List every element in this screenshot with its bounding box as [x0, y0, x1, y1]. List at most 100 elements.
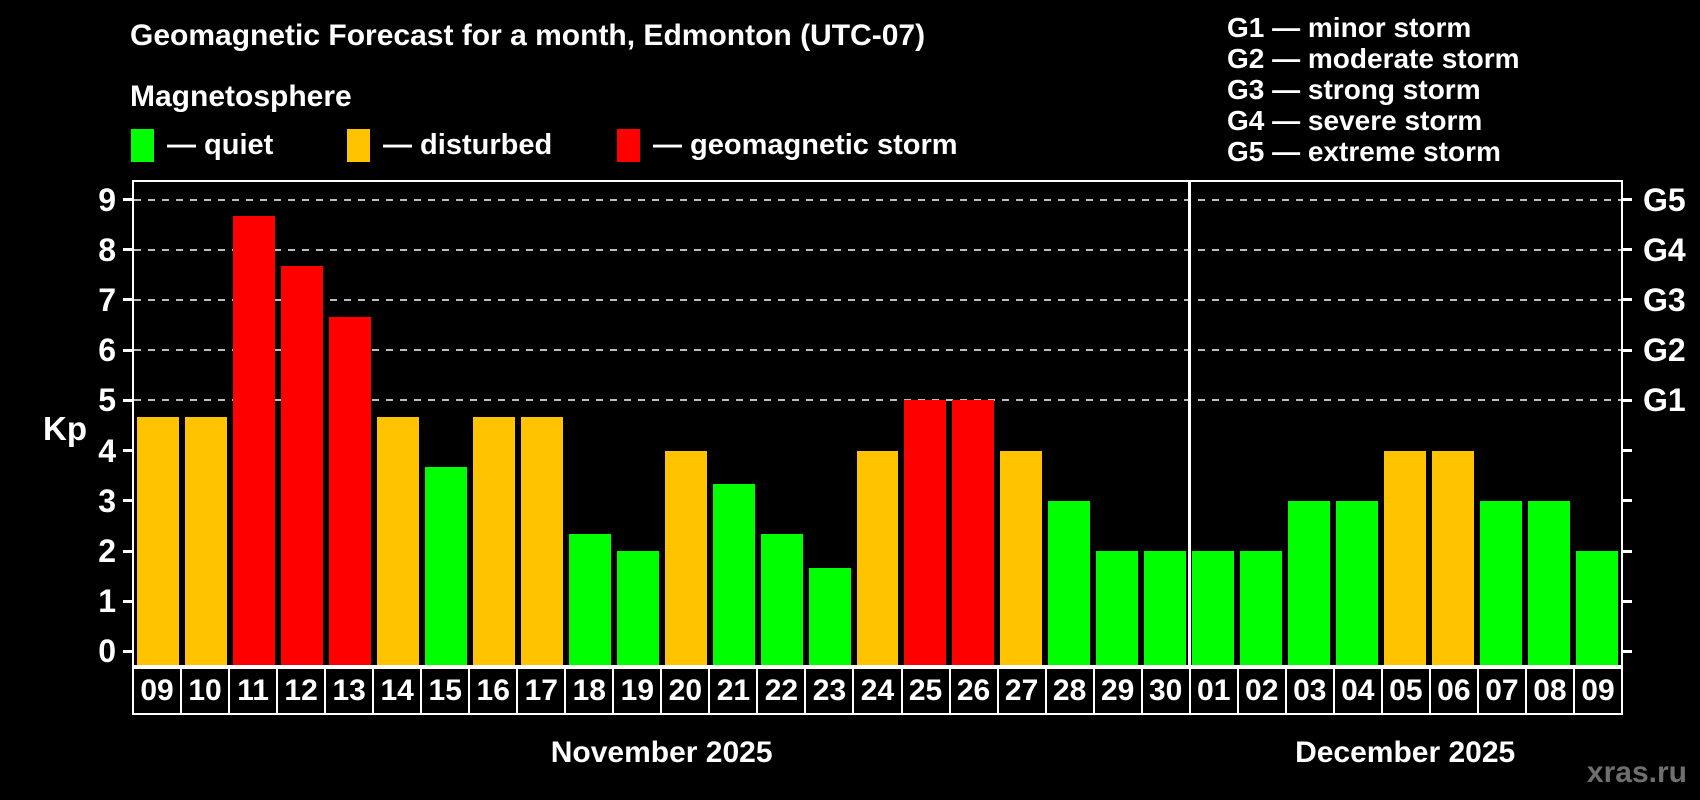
kp-bar-nov-09 — [137, 416, 179, 665]
storm-scale-g1: G1 — minor storm — [1227, 12, 1472, 43]
right-axis-label-g3: G3 — [1643, 281, 1686, 318]
subtitle-magnetosphere: Magnetosphere — [130, 80, 352, 113]
y-axis-tick-label-8: 8 — [98, 231, 116, 268]
day-label-nov-10: 10 — [180, 667, 231, 715]
page-title: Geomagnetic Forecast for a month, Edmont… — [130, 19, 926, 52]
legend-item-disturbed: — disturbed — [347, 128, 552, 162]
kp-bar-nov-18 — [568, 534, 611, 665]
day-label-nov-24: 24 — [852, 667, 903, 715]
kp-bar-nov-11 — [232, 216, 275, 665]
left-tick-0 — [123, 649, 132, 653]
kp-bar-nov-29 — [1096, 551, 1139, 665]
kp-bar-nov-17 — [520, 416, 563, 665]
kp-bar-nov-28 — [1048, 500, 1091, 665]
storm-scale-legend: G1 — minor storm G2 — moderate storm G3 … — [1227, 12, 1520, 167]
kp-bar-nov-27 — [1000, 450, 1043, 665]
left-tick-7 — [123, 298, 132, 302]
day-label-dec-09: 09 — [1572, 667, 1623, 715]
day-label-nov-25: 25 — [900, 667, 951, 715]
y-axis-tick-label-7: 7 — [98, 281, 116, 318]
storm-color-swatch — [617, 128, 640, 162]
right-axis-label-g5: G5 — [1643, 181, 1686, 218]
right-tick-7 — [1623, 298, 1632, 302]
legend-item-quiet: — quiet — [131, 128, 273, 162]
y-axis-tick-label-0: 0 — [98, 633, 116, 670]
left-tick-2 — [123, 549, 132, 553]
day-label-nov-09: 09 — [132, 667, 183, 715]
y-axis-title: Kp — [43, 410, 87, 447]
storm-scale-g4: G4 — severe storm — [1227, 105, 1483, 136]
day-label-nov-23: 23 — [804, 667, 855, 715]
day-label-nov-22: 22 — [756, 667, 807, 715]
right-axis-label-g2: G2 — [1643, 332, 1686, 369]
y-axis-tick-label-3: 3 — [98, 482, 116, 519]
day-label-nov-14: 14 — [372, 667, 423, 715]
y-axis-tick-label-5: 5 — [98, 382, 116, 419]
left-tick-9 — [123, 198, 132, 202]
right-tick-9 — [1623, 198, 1632, 202]
day-label-nov-20: 20 — [660, 667, 711, 715]
day-label-nov-30: 30 — [1140, 667, 1191, 715]
day-label-dec-08: 08 — [1524, 667, 1575, 715]
day-label-nov-13: 13 — [324, 667, 375, 715]
kp-bar-dec-08 — [1528, 500, 1571, 665]
day-label-dec-06: 06 — [1428, 667, 1479, 715]
kp-bar-nov-20 — [664, 450, 707, 665]
legend-label-disturbed: — disturbed — [383, 128, 553, 161]
day-label-nov-18: 18 — [564, 667, 615, 715]
right-tick-0 — [1623, 649, 1632, 653]
kp-bar-nov-13 — [328, 316, 371, 665]
month-label-december: December 2025 — [1295, 736, 1516, 769]
day-label-nov-15: 15 — [420, 667, 471, 715]
kp-bar-dec-04 — [1336, 500, 1379, 665]
right-tick-2 — [1623, 549, 1632, 553]
kp-bar-nov-14 — [376, 416, 419, 665]
kp-bar-nov-16 — [472, 416, 515, 665]
month-label-november: November 2025 — [550, 736, 773, 769]
right-tick-3 — [1623, 499, 1632, 503]
right-tick-1 — [1623, 599, 1632, 603]
right-tick-8 — [1623, 248, 1632, 252]
y-axis-tick-label-2: 2 — [98, 533, 116, 570]
kp-bar-nov-19 — [616, 551, 659, 665]
left-tick-4 — [123, 449, 132, 453]
kp-bar-nov-21 — [712, 484, 755, 665]
kp-bar-nov-26 — [952, 400, 995, 665]
day-label-nov-19: 19 — [612, 667, 663, 715]
day-label-nov-17: 17 — [516, 667, 567, 715]
gridline-g3 — [134, 298, 1621, 301]
kp-bar-dec-09 — [1576, 551, 1618, 665]
plot-area — [132, 180, 1623, 667]
month-separator-line — [1187, 182, 1191, 665]
kp-bar-nov-10 — [184, 416, 227, 665]
legend-label-quiet: — quiet — [167, 128, 274, 161]
gridline-g5 — [134, 198, 1621, 201]
gridline-g4 — [134, 248, 1621, 251]
y-axis-tick-label-4: 4 — [98, 432, 116, 469]
left-tick-1 — [123, 599, 132, 603]
legend-label-storm: — geomagnetic storm — [653, 128, 958, 161]
left-tick-8 — [123, 248, 132, 252]
right-tick-6 — [1623, 348, 1632, 352]
disturbed-color-swatch — [347, 128, 370, 162]
y-axis-tick-label-1: 1 — [98, 583, 116, 620]
watermark: xras.ru — [1586, 756, 1687, 789]
kp-bar-nov-23 — [808, 567, 851, 665]
kp-bar-dec-03 — [1288, 500, 1331, 665]
day-label-dec-04: 04 — [1332, 667, 1383, 715]
left-tick-3 — [123, 499, 132, 503]
day-label-nov-16: 16 — [468, 667, 519, 715]
day-label-dec-05: 05 — [1380, 667, 1431, 715]
kp-bar-nov-24 — [856, 450, 899, 665]
kp-bar-dec-06 — [1432, 450, 1475, 665]
right-tick-4 — [1623, 449, 1632, 453]
kp-bar-dec-05 — [1384, 450, 1427, 665]
right-axis-label-g1: G1 — [1643, 382, 1686, 419]
storm-scale-g3: G3 — strong storm — [1227, 74, 1481, 105]
left-tick-5 — [123, 398, 132, 402]
day-label-nov-28: 28 — [1044, 667, 1095, 715]
kp-bar-nov-15 — [424, 467, 467, 665]
day-label-dec-02: 02 — [1236, 667, 1287, 715]
right-tick-5 — [1623, 398, 1632, 402]
